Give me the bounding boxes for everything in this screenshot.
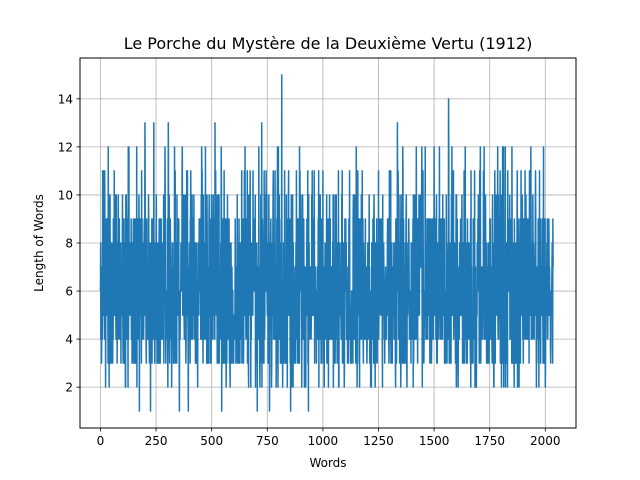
chart-title: Le Porche du Mystère de la Deuxième Vert…	[124, 34, 533, 53]
x-tick-label: 1500	[419, 434, 450, 448]
x-tick-label: 1000	[308, 434, 339, 448]
y-tick-label: 12	[58, 140, 73, 154]
y-tick-label: 8	[65, 237, 73, 251]
x-tick-label: 2000	[530, 434, 561, 448]
series-line	[99, 74, 554, 412]
x-tick-label: 1250	[363, 434, 394, 448]
x-tick-label: 0	[97, 434, 105, 448]
x-tick-label: 750	[256, 434, 279, 448]
x-tick-label: 500	[200, 434, 223, 448]
x-tick-label: 250	[145, 434, 168, 448]
y-tick-label: 4	[65, 333, 73, 347]
y-tick-label: 14	[58, 92, 73, 106]
y-tick-label: 6	[65, 285, 73, 299]
x-axis: 0 250 500 750 1000 1250 1500 1750 2000	[97, 428, 561, 448]
series-line-group	[99, 74, 554, 412]
x-tick-label: 1750	[474, 434, 505, 448]
y-axis-label: Length of Words	[32, 194, 46, 292]
y-tick-label: 2	[65, 381, 73, 395]
y-axis: 2 4 6 8 10 12 14	[58, 92, 80, 395]
x-axis-label: Words	[309, 456, 346, 470]
y-tick-label: 10	[58, 188, 73, 202]
